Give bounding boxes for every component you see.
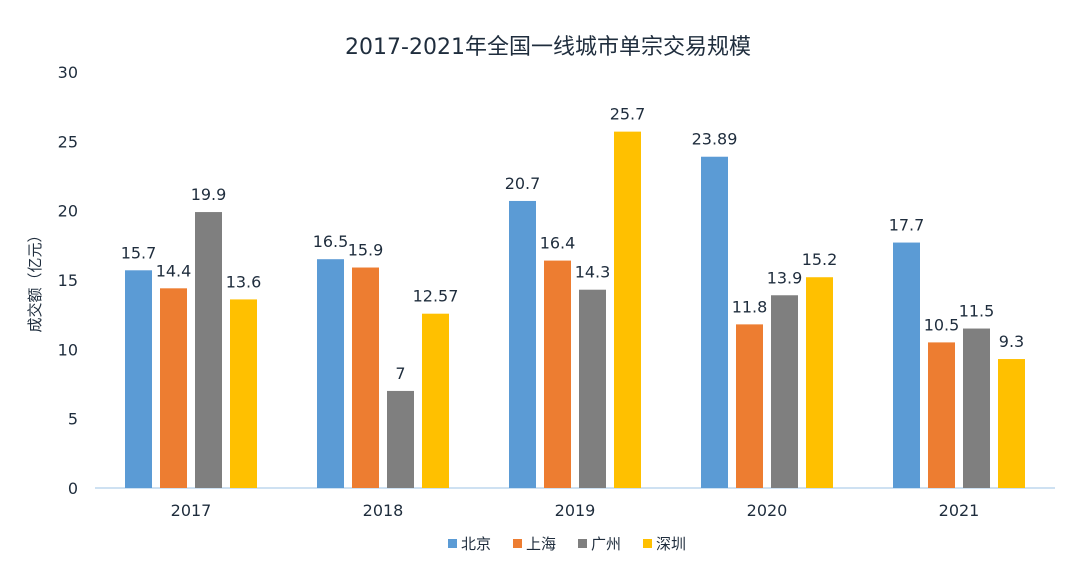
bar-2019-广州 <box>579 289 606 488</box>
data-label: 11.8 <box>732 297 768 316</box>
data-label: 15.2 <box>802 250 838 269</box>
data-label: 23.89 <box>692 130 738 149</box>
data-label: 11.5 <box>959 302 995 321</box>
bar-2017-广州 <box>195 212 222 488</box>
bar-2020-广州 <box>771 295 798 488</box>
data-label: 15.7 <box>121 243 157 262</box>
x-axis-categories: 2017 2018 2019 2020 2021 <box>171 501 980 520</box>
bar-2020-上海 <box>736 324 763 488</box>
bar-2017-上海 <box>160 288 187 488</box>
y-tick-label: 0 <box>68 479 78 498</box>
data-labels: 15.714.4 19.9 13.6 16.5 15.9 7 12.57 20.7 16.4 14… <box>121 105 1025 383</box>
data-label: 10.5 <box>924 315 960 334</box>
bar-2021-深圳 <box>998 359 1025 488</box>
bar-2020-深圳 <box>806 277 833 488</box>
legend-label: 上海 <box>526 535 556 553</box>
bar-2021-上海 <box>928 342 955 488</box>
y-tick-label: 15 <box>58 271 78 290</box>
y-tick-label: 5 <box>68 410 78 429</box>
bar-2021-北京 <box>893 242 920 488</box>
data-label: 13.6 <box>226 272 262 291</box>
legend-swatch <box>513 539 522 548</box>
bar-2019-北京 <box>509 200 536 488</box>
data-label: 16.5 <box>313 232 349 251</box>
legend-label: 深圳 <box>656 535 686 553</box>
data-label: 9.3 <box>999 332 1024 351</box>
data-label: 16.4 <box>540 234 576 253</box>
x-tick-label: 2020 <box>747 501 788 520</box>
data-label: 13.9 <box>767 268 803 287</box>
legend-swatch <box>448 539 457 548</box>
bar-2018-北京 <box>317 259 344 488</box>
y-tick-label: 20 <box>58 202 78 221</box>
legend-swatch <box>578 539 587 548</box>
x-tick-label: 2021 <box>939 501 980 520</box>
bar-2021-广州 <box>963 328 990 488</box>
data-label: 14.3 <box>575 263 611 282</box>
bar-2017-深圳 <box>230 299 257 488</box>
bar-2018-上海 <box>352 267 379 488</box>
y-tick-label: 30 <box>58 63 78 82</box>
data-label: 7 <box>395 364 405 383</box>
data-label: 20.7 <box>505 174 541 193</box>
bar-2017-北京 <box>125 270 152 488</box>
data-label: 14.4 <box>156 261 192 280</box>
legend: 北京 上海 广州 深圳 <box>448 535 686 553</box>
data-label: 12.57 <box>413 287 459 306</box>
y-tick-label: 10 <box>58 340 78 359</box>
legend-swatch <box>643 539 652 548</box>
bar-2020-北京 <box>701 156 728 488</box>
data-label: 25.7 <box>610 105 646 124</box>
x-tick-label: 2018 <box>363 501 404 520</box>
y-axis-ticks: 0 5 10 15 20 25 30 <box>58 63 78 498</box>
y-tick-label: 25 <box>58 132 78 151</box>
data-label: 15.9 <box>348 241 384 260</box>
bars <box>125 131 1025 489</box>
x-tick-label: 2019 <box>555 501 596 520</box>
bar-2018-广州 <box>387 390 414 488</box>
data-label: 17.7 <box>889 216 925 235</box>
bar-2019-上海 <box>544 260 571 488</box>
x-tick-label: 2017 <box>171 501 212 520</box>
y-axis-label: 成交额（亿元） <box>26 227 44 332</box>
data-label: 19.9 <box>191 185 227 204</box>
bar-2018-深圳 <box>422 313 449 488</box>
chart-title: 2017-2021年全国一线城市单宗交易规模 <box>345 35 751 60</box>
bar-2019-深圳 <box>614 131 641 489</box>
legend-label: 广州 <box>591 535 621 553</box>
legend-label: 北京 <box>461 535 491 553</box>
